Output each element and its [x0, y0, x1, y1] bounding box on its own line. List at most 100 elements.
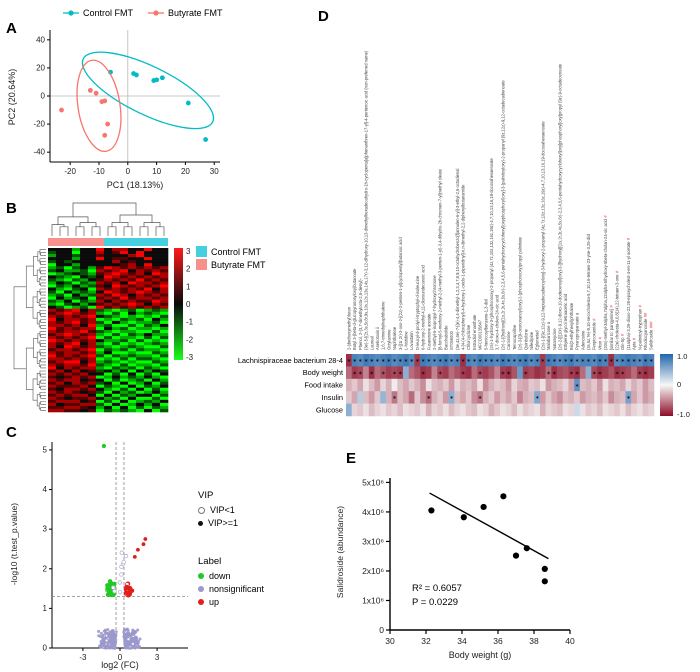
- heatmap-cell: [88, 263, 97, 267]
- correlation-cell: [551, 403, 558, 417]
- heatmap-cell: [160, 314, 169, 319]
- nonsignificant-item: nonsignificant: [198, 584, 264, 594]
- heatmap-cell: [128, 284, 137, 288]
- pca-points-butyrate: [59, 87, 111, 138]
- heatmap-cell: [56, 390, 65, 395]
- heatmap-cell: [144, 323, 153, 328]
- open-circle-marker: [198, 506, 205, 514]
- scatter-points: [428, 493, 548, 585]
- heatmap-cell: [56, 287, 65, 291]
- heatmap-cell: [160, 405, 169, 410]
- correlation-cell: [557, 403, 563, 417]
- tick-label: 3x10⁶: [362, 536, 384, 546]
- sig-asterisk: ∗: [529, 358, 533, 364]
- correlation-cell: [385, 378, 392, 392]
- heatmap-cell: [152, 348, 161, 352]
- correlation-cell: [363, 378, 370, 392]
- correlation-cell: [591, 366, 598, 380]
- heatmap-cell: [72, 290, 81, 294]
- data-point: [132, 554, 137, 559]
- correlation-cell: [625, 403, 632, 417]
- heatmap-cell: [48, 308, 57, 313]
- heatmap-cell: [152, 326, 161, 331]
- heatmap-cell: [160, 260, 169, 264]
- heatmap-cell: [128, 348, 137, 352]
- significance-flag: #: [592, 318, 597, 321]
- heatmap-cell: [144, 399, 153, 404]
- correlation-cell: [511, 354, 518, 367]
- column-label: D-leucyl-d-prolyl-l-tryptophyl-d-isoleuc…: [415, 275, 420, 350]
- column-label: Fusarenone acetate: [426, 313, 431, 350]
- heatmap-cell: [152, 275, 161, 279]
- heatmap-cell: [64, 257, 73, 261]
- correlation-cell: [442, 391, 449, 404]
- heatmap-cell: [64, 387, 73, 392]
- data-point: [99, 631, 103, 635]
- heatmap-cell: [112, 311, 121, 316]
- tick-label: 30: [385, 636, 395, 646]
- correlation-cell: [528, 354, 535, 367]
- correlation-cell: [517, 354, 524, 367]
- heatmap-cell: [72, 293, 81, 297]
- heatmap-cell: [104, 405, 113, 410]
- heatmap-cell: [48, 275, 57, 279]
- pca-scatter-canvas: -20 -10 0 10 20 30 40 20 0 -20 -40: [33, 30, 220, 176]
- heatmap-cell: [136, 402, 145, 407]
- heatmap-cell: [136, 339, 145, 343]
- heatmap-cell: [48, 339, 57, 343]
- heatmap-cell: [80, 405, 89, 410]
- heatmap-cell: [152, 278, 161, 282]
- heatmap-cell: [88, 254, 97, 258]
- heatmap-cell: [48, 299, 57, 303]
- heatmap-cell: [112, 348, 121, 352]
- heatmap-cell: [104, 284, 113, 288]
- correlation-cell: [420, 378, 427, 392]
- heatmap-cell: [152, 387, 161, 392]
- data-point: [123, 553, 129, 559]
- correlation-cell: [437, 354, 444, 367]
- heatmap-cell: [128, 302, 137, 307]
- correlation-column-labels: 2-(diethoxymethyl)furan Butyl 3-(beta-d-g…: [346, 50, 653, 350]
- volcano-points-nonsignificant: [97, 627, 142, 650]
- column-label: 3-[(1r,2r)-3-oxo-2-[(2z)-2-penten-1-yl]c…: [398, 237, 403, 350]
- heatmap-cell: [128, 339, 137, 343]
- tick-label: 0: [43, 644, 48, 653]
- heatmap-cell: [136, 399, 145, 404]
- heatmap-cell: [152, 311, 161, 316]
- heatmap-cell: [128, 372, 137, 376]
- sig-asterisk: ∗: [506, 370, 510, 376]
- heatmap-cell: [56, 269, 65, 273]
- heatmap-cell: [152, 351, 161, 355]
- heatmap-cell: [64, 408, 73, 413]
- heatmap-cell: [96, 357, 105, 361]
- heatmap-cell: [112, 378, 121, 382]
- scatter-ylabel: Salidroside (abundance): [335, 505, 345, 599]
- butyrate-fmt-swatch: [196, 259, 207, 270]
- correlation-cell: [625, 378, 632, 392]
- heatmap-cell: [160, 254, 169, 258]
- column-label: (2r)-2-[[(10r)-9,12-dioxo-10-dodecenoyl]…: [557, 63, 562, 350]
- data-point: [129, 646, 133, 650]
- tick-label: -3: [79, 653, 87, 662]
- colorbar-tick-label: 0: [677, 380, 681, 389]
- heatmap-group-legend: Control FMT Butyrate FMT: [196, 246, 266, 272]
- sig-asterisk: ∗: [575, 383, 579, 389]
- sig-asterisk: ∗: [347, 358, 351, 364]
- correlation-cell: [528, 378, 535, 392]
- column-label: 5-henicosylbenzene-1,3-diol: [483, 299, 488, 350]
- tick-label: 10: [152, 167, 161, 176]
- label-legend: Label down nonsignificant up: [198, 556, 264, 610]
- heatmap-cell: [104, 348, 113, 352]
- column-label: Malabaricone a: [546, 321, 551, 350]
- correlation-cell: [442, 366, 449, 380]
- correlation-cell: [585, 403, 592, 417]
- data-point: [126, 632, 130, 636]
- correlation-cell: [465, 403, 472, 417]
- data-point: [99, 645, 103, 649]
- correlation-cell: [534, 366, 541, 380]
- correlation-cell: [414, 378, 421, 392]
- heatmap-cell: [56, 254, 65, 258]
- heatmap-cell: [160, 299, 169, 303]
- data-point: [102, 132, 108, 138]
- sig-asterisk: ∗: [421, 370, 425, 376]
